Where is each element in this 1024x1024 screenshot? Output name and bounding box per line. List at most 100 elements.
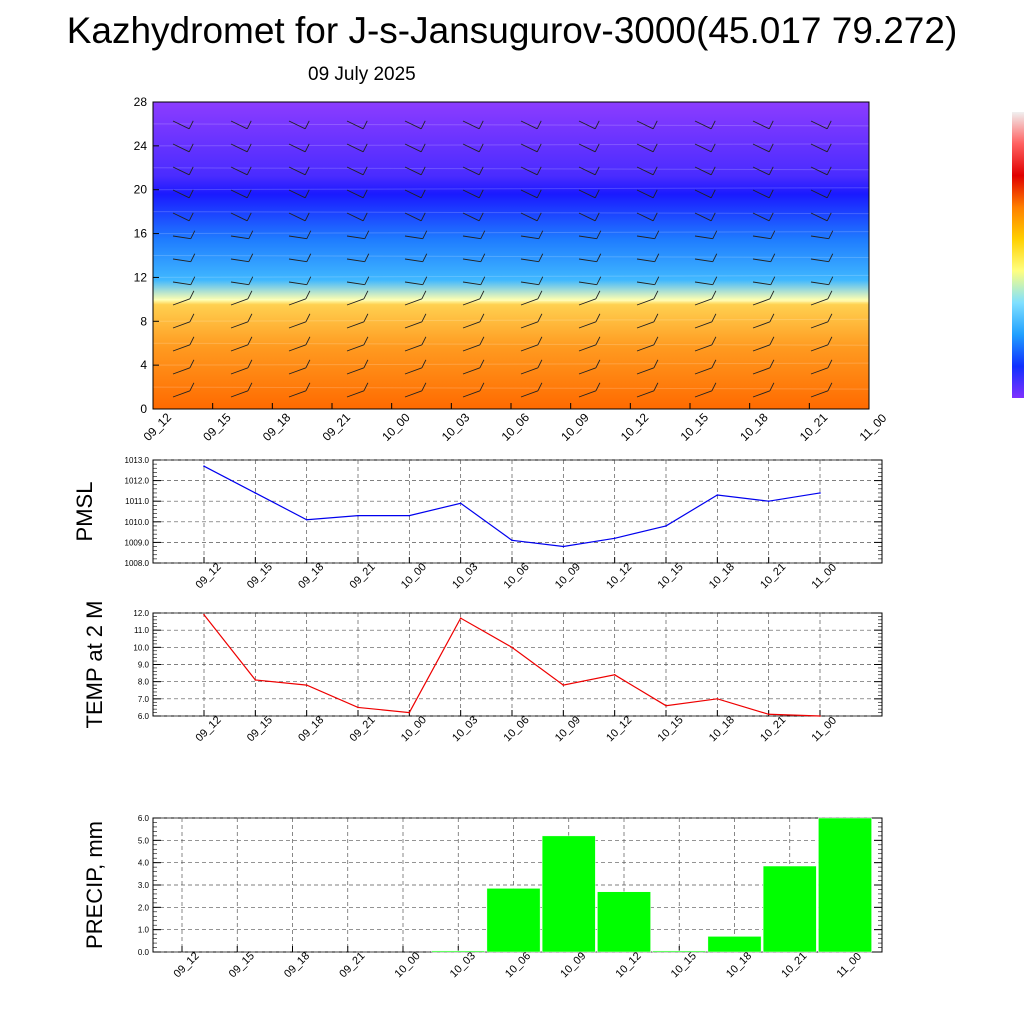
wind-barb-flag <box>363 359 369 369</box>
wind-barb-flag <box>478 189 484 199</box>
wind-barb <box>752 281 771 286</box>
y-tick-label: 20 <box>134 183 148 197</box>
wind-barb <box>810 321 829 329</box>
wind-barb-flag <box>828 253 834 262</box>
wind-barb <box>230 212 248 222</box>
wind-barb <box>230 258 249 263</box>
wind-barb-flag <box>538 276 544 285</box>
wind-barb <box>404 258 423 263</box>
wind-barb <box>346 298 365 306</box>
x-tick-label: 10_12 <box>604 714 634 744</box>
wind-barb-flag <box>188 120 194 130</box>
y-tick-label: 6.0 <box>138 712 150 721</box>
wind-barb <box>230 120 248 130</box>
wind-barb-flag <box>594 166 600 176</box>
wind-barb-flag <box>248 230 254 239</box>
x-tick-label: 09_12 <box>172 950 202 980</box>
wind-barb-flag <box>479 336 485 346</box>
wind-barb <box>462 120 480 130</box>
wind-barb <box>462 321 481 329</box>
y-tick-label: 24 <box>134 139 148 153</box>
wind-barb-flag <box>188 189 194 199</box>
wind-barb-flag <box>480 276 486 285</box>
wind-barb <box>810 298 829 306</box>
y-tick-label: 10.0 <box>133 643 149 652</box>
x-tick-label: 10_06 <box>502 561 532 591</box>
wind-barb <box>578 235 597 240</box>
data-point <box>408 711 411 714</box>
wind-barb <box>810 258 829 263</box>
wind-barb <box>578 143 596 153</box>
wind-barb-flag <box>247 290 253 300</box>
y-tick-label: 8 <box>140 314 147 328</box>
wind-barb-flag <box>827 290 833 300</box>
x-tick-label: 09_18 <box>296 714 326 744</box>
chart-title: Kazhydromet for J-s-Jansugurov-3000(45.0… <box>66 10 958 51</box>
wind-barb-flag <box>246 212 252 222</box>
wind-barb-flag <box>305 290 311 300</box>
data-point <box>613 674 616 676</box>
wind-barb <box>636 120 654 130</box>
wind-barb <box>694 367 713 375</box>
wind-barb-flag <box>712 230 718 239</box>
wind-barb-flag <box>248 276 254 285</box>
wind-barb-flag <box>826 189 832 199</box>
wind-barb <box>694 189 712 199</box>
wind-barb <box>230 166 248 176</box>
wind-barb <box>230 143 248 153</box>
wind-barb <box>462 212 480 222</box>
wind-barb-flag <box>421 382 427 392</box>
wind-barb <box>636 189 654 199</box>
wind-barb <box>520 344 539 352</box>
wind-barb-flag <box>537 382 543 392</box>
x-tick-label: 09_12 <box>194 561 224 591</box>
wind-barb <box>810 143 828 153</box>
wind-barb-flag <box>189 382 195 392</box>
wind-barb <box>230 189 248 199</box>
wind-barb <box>172 166 190 176</box>
y-tick-label: 0 <box>140 402 147 416</box>
wind-barb <box>404 321 423 329</box>
xsec-field <box>153 102 869 409</box>
wind-barb <box>404 281 423 286</box>
x-tick-label: 11_00 <box>835 951 865 981</box>
wind-barb-flag <box>479 382 485 392</box>
wind-barb-flag <box>711 290 717 300</box>
precip-ylabel: PRECIP, mm <box>82 821 107 949</box>
wind-barb <box>230 298 249 306</box>
wind-barb <box>810 390 829 398</box>
wind-barb-flag <box>653 290 659 300</box>
wind-barb-flag <box>653 336 659 346</box>
wind-barb <box>636 166 654 176</box>
wind-barb <box>346 166 364 176</box>
wind-barb <box>230 281 249 286</box>
wind-barb <box>288 390 307 398</box>
wind-barb <box>288 298 307 306</box>
wind-barb <box>752 344 771 352</box>
data-point <box>305 684 308 686</box>
wind-barb-flag <box>247 313 253 323</box>
wind-barb-flag <box>537 359 543 369</box>
wind-barb <box>230 390 249 398</box>
wind-barb <box>404 143 422 153</box>
wind-barb-flag <box>536 143 542 153</box>
x-tick-label: 09_18 <box>296 561 326 591</box>
wind-barb-flag <box>362 120 368 130</box>
wind-barb <box>520 281 539 286</box>
wind-barb <box>810 344 829 352</box>
x-tick-label: 10_03 <box>450 561 480 591</box>
wind-barb-flag <box>246 143 252 153</box>
wind-barb <box>578 281 597 286</box>
wind-barb <box>288 143 306 153</box>
y-tick-label: 11.0 <box>134 626 150 635</box>
data-point <box>357 706 359 709</box>
x-tick-label: 09_21 <box>348 714 378 744</box>
wind-barb-flag <box>536 166 542 176</box>
y-tick-label: 3.0 <box>138 881 150 890</box>
y-tick-label: 12.0 <box>133 609 149 618</box>
y-tick-label: 1012.0 <box>125 477 150 486</box>
wind-barb-flag <box>363 290 369 300</box>
wind-barb <box>520 367 539 375</box>
y-tick-label: 6.0 <box>138 814 150 823</box>
wind-barb <box>230 321 249 329</box>
